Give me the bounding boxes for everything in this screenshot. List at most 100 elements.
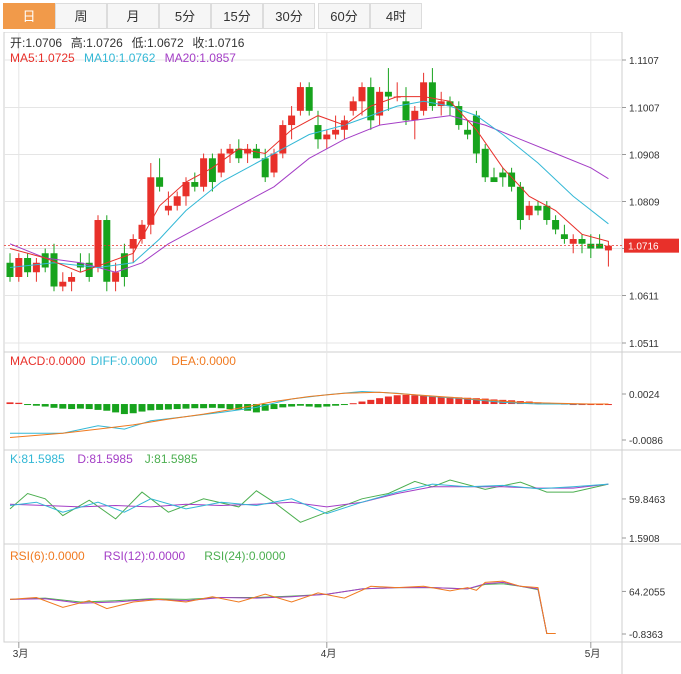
macd-bar (411, 395, 419, 405)
candle-body (217, 153, 225, 173)
macd-bar (6, 402, 14, 405)
candle-body (534, 205, 542, 211)
price-tick-label: 1.0908 (629, 150, 660, 161)
macd-bar (376, 398, 384, 405)
macd-bar (182, 404, 190, 409)
tab-6[interactable]: 60分 (318, 3, 370, 29)
macd-bar (147, 404, 155, 411)
price-tick-label: 1.0809 (629, 198, 660, 209)
candle-body (516, 186, 524, 221)
macd-bar (270, 404, 278, 410)
macd-bar (15, 402, 23, 405)
month-label: 3月 (13, 648, 29, 660)
current-price-tag (624, 238, 679, 253)
legend-item: 高:1.0726 (71, 35, 123, 50)
legend-item: MACD:0.0000 (10, 354, 86, 368)
candle-body (50, 253, 58, 287)
candle-body (288, 115, 296, 126)
macd-bar (252, 404, 260, 413)
candle-body (464, 129, 472, 135)
candle-body (508, 172, 516, 187)
current-price-label: 1.0716 (628, 242, 659, 253)
macd-bar (235, 404, 243, 410)
candle-body (552, 220, 560, 230)
candle-body (296, 87, 304, 111)
macd-bar (569, 404, 577, 406)
candle-body (208, 158, 216, 183)
candle-body (560, 234, 568, 240)
candle-body (41, 253, 49, 268)
macd-bar (129, 404, 137, 414)
kdj-tick-label: 59.8463 (629, 495, 666, 506)
candle-body (235, 148, 243, 159)
macd-bar (208, 404, 216, 408)
candle-body (525, 205, 533, 216)
candle-body (384, 91, 392, 97)
candle-body (332, 129, 340, 135)
macd-bar (358, 401, 366, 405)
macd-bar (455, 397, 463, 405)
legend-item: 低:1.0672 (132, 36, 184, 50)
macd-bar (41, 404, 49, 407)
rsi24-line (9, 583, 556, 634)
macd-bar (393, 395, 401, 405)
candle-body (120, 253, 128, 277)
macd-bar (296, 404, 304, 406)
k-line (9, 483, 609, 515)
candle-body (252, 148, 260, 159)
kdj-tick-label: 1.5908 (629, 534, 660, 545)
macd-bar (437, 396, 445, 405)
legend-item: RSI(6):0.0000 (10, 549, 85, 563)
macd-tick-label: 0.0024 (629, 390, 660, 401)
macd-bar (32, 404, 40, 406)
macd-bar (420, 395, 428, 405)
candle-body (490, 177, 498, 183)
ma20-line (9, 115, 609, 273)
candle-body (446, 101, 454, 107)
macd-bar (587, 404, 595, 406)
macd-bar (76, 404, 84, 409)
legend-item: MA5:1.0725 (10, 51, 75, 65)
macd-bar (217, 404, 225, 409)
tab-0[interactable]: 日 (3, 3, 55, 29)
macd-bar (384, 396, 392, 405)
candle-body (305, 87, 313, 111)
macd-bar (164, 404, 172, 410)
price-tick-label: 1.0511 (629, 339, 659, 350)
macd-bar (24, 404, 32, 406)
candle-body (455, 106, 463, 126)
macd-bar (226, 404, 234, 410)
candle-body (191, 182, 199, 187)
tab-1[interactable]: 周 (55, 3, 107, 29)
macd-bar (112, 404, 120, 413)
candle-body (428, 82, 436, 107)
macd-bar (191, 404, 199, 409)
ma5-line (9, 96, 609, 273)
candle-body (543, 205, 551, 221)
macd-bar (367, 399, 375, 405)
macd-bar (120, 404, 128, 415)
candle-body (270, 153, 278, 173)
legend-item: K:81.5985 (10, 452, 65, 466)
candle-body (569, 239, 577, 244)
timeframe-tabs: 日周月 5分 15分 30分 60分 4时 (0, 0, 681, 32)
tab-7[interactable]: 4时 (370, 3, 422, 29)
candle-body (411, 110, 419, 121)
macd-bar (349, 403, 357, 405)
rsi6-line (9, 580, 556, 634)
macd-bar (68, 404, 76, 410)
dea-line (9, 391, 609, 438)
candle-body (85, 262, 93, 277)
legend-item: MA10:1.0762 (84, 51, 156, 65)
macd-bar (305, 404, 313, 407)
macd-bar (138, 404, 146, 412)
candle-body (323, 134, 331, 140)
tab-2[interactable]: 月 (107, 3, 159, 29)
tab-4[interactable]: 15分 (211, 3, 263, 29)
candle-body (173, 196, 181, 206)
tab-3[interactable]: 5分 (159, 3, 211, 29)
candle-body (367, 87, 375, 121)
candle-body (349, 101, 357, 111)
candle-body (376, 91, 384, 116)
tab-5[interactable]: 30分 (263, 3, 315, 29)
